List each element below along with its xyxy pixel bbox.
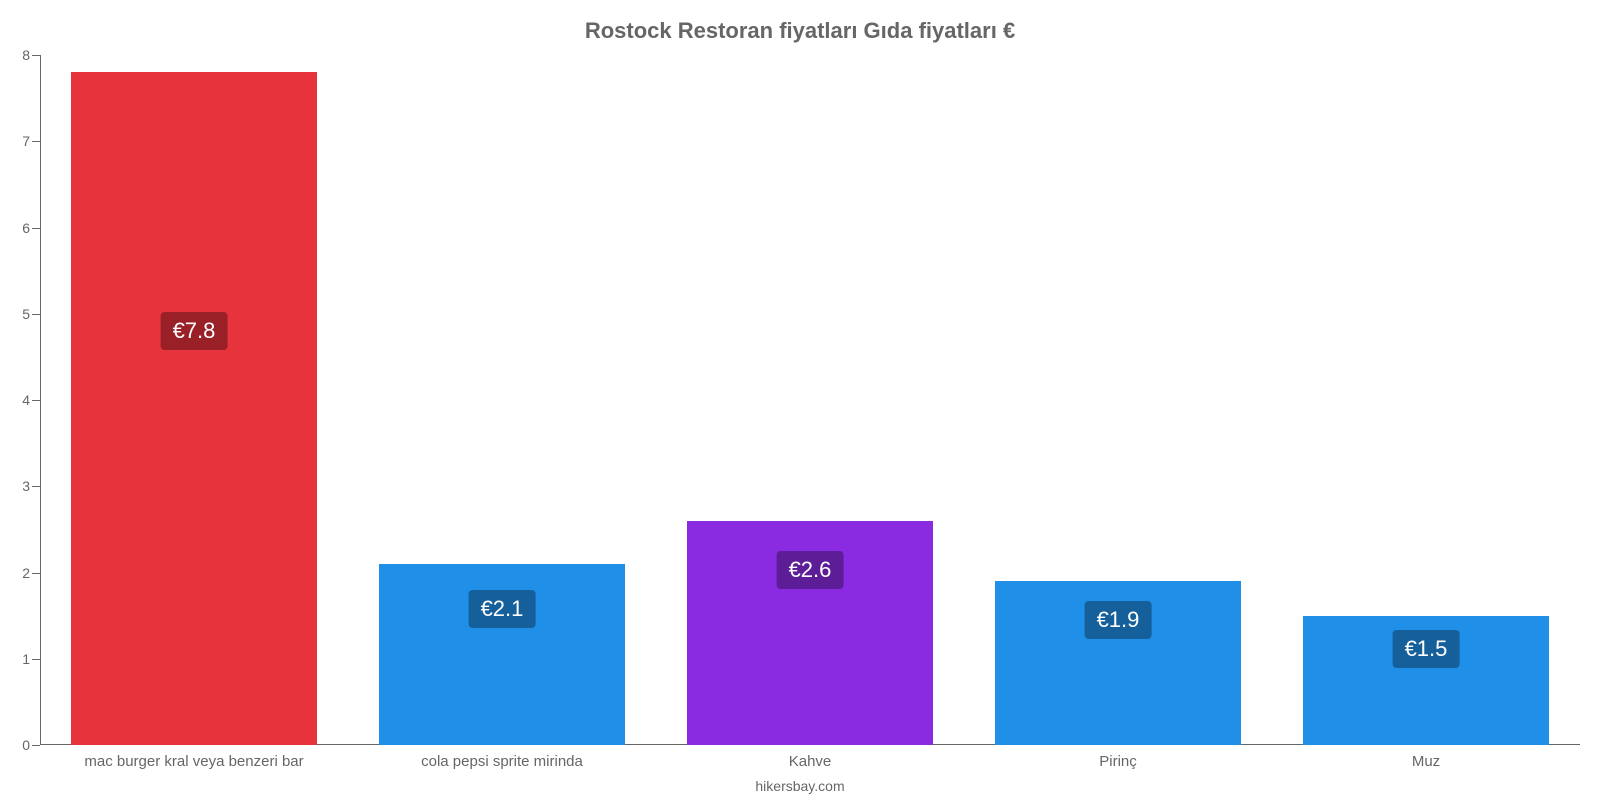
bar: €2.6 — [687, 521, 933, 745]
x-tick-label: Muz — [1412, 753, 1440, 770]
bar-value-label: €7.8 — [161, 312, 228, 350]
y-tick — [32, 55, 40, 56]
y-tick — [32, 745, 40, 746]
x-tick-label: Pirinç — [1099, 753, 1137, 770]
bar-value-label: €2.6 — [777, 551, 844, 589]
bar: €1.9 — [995, 581, 1241, 745]
x-tick-label: Kahve — [789, 753, 832, 770]
chart-title: Rostock Restoran fiyatları Gıda fiyatlar… — [0, 18, 1600, 44]
y-tick-label: 8 — [22, 47, 30, 63]
chart-container: Rostock Restoran fiyatları Gıda fiyatlar… — [0, 0, 1600, 800]
y-tick-label: 6 — [22, 220, 30, 236]
y-tick — [32, 400, 40, 401]
bar: €7.8 — [71, 72, 317, 745]
x-tick-label: mac burger kral veya benzeri bar — [84, 753, 303, 770]
bar-value-label: €1.5 — [1393, 630, 1460, 668]
y-tick-label: 4 — [22, 392, 30, 408]
y-tick-label: 3 — [22, 478, 30, 494]
bar: €2.1 — [379, 564, 625, 745]
y-tick — [32, 314, 40, 315]
y-tick — [32, 659, 40, 660]
y-tick — [32, 228, 40, 229]
y-tick-label: 0 — [22, 737, 30, 753]
plot-area: 012345678 €7.8€2.1€2.6€1.9€1.5 mac burge… — [40, 55, 1580, 745]
y-axis — [40, 55, 41, 745]
bar: €1.5 — [1303, 616, 1549, 745]
y-tick-label: 7 — [22, 133, 30, 149]
bar-value-label: €2.1 — [469, 590, 536, 628]
y-tick-label: 1 — [22, 651, 30, 667]
bar-value-label: €1.9 — [1085, 601, 1152, 639]
y-tick-label: 2 — [22, 565, 30, 581]
y-tick — [32, 573, 40, 574]
y-tick-label: 5 — [22, 306, 30, 322]
y-tick — [32, 486, 40, 487]
y-tick — [32, 141, 40, 142]
x-tick-label: cola pepsi sprite mirinda — [421, 753, 583, 770]
attribution-text: hikersbay.com — [0, 778, 1600, 794]
